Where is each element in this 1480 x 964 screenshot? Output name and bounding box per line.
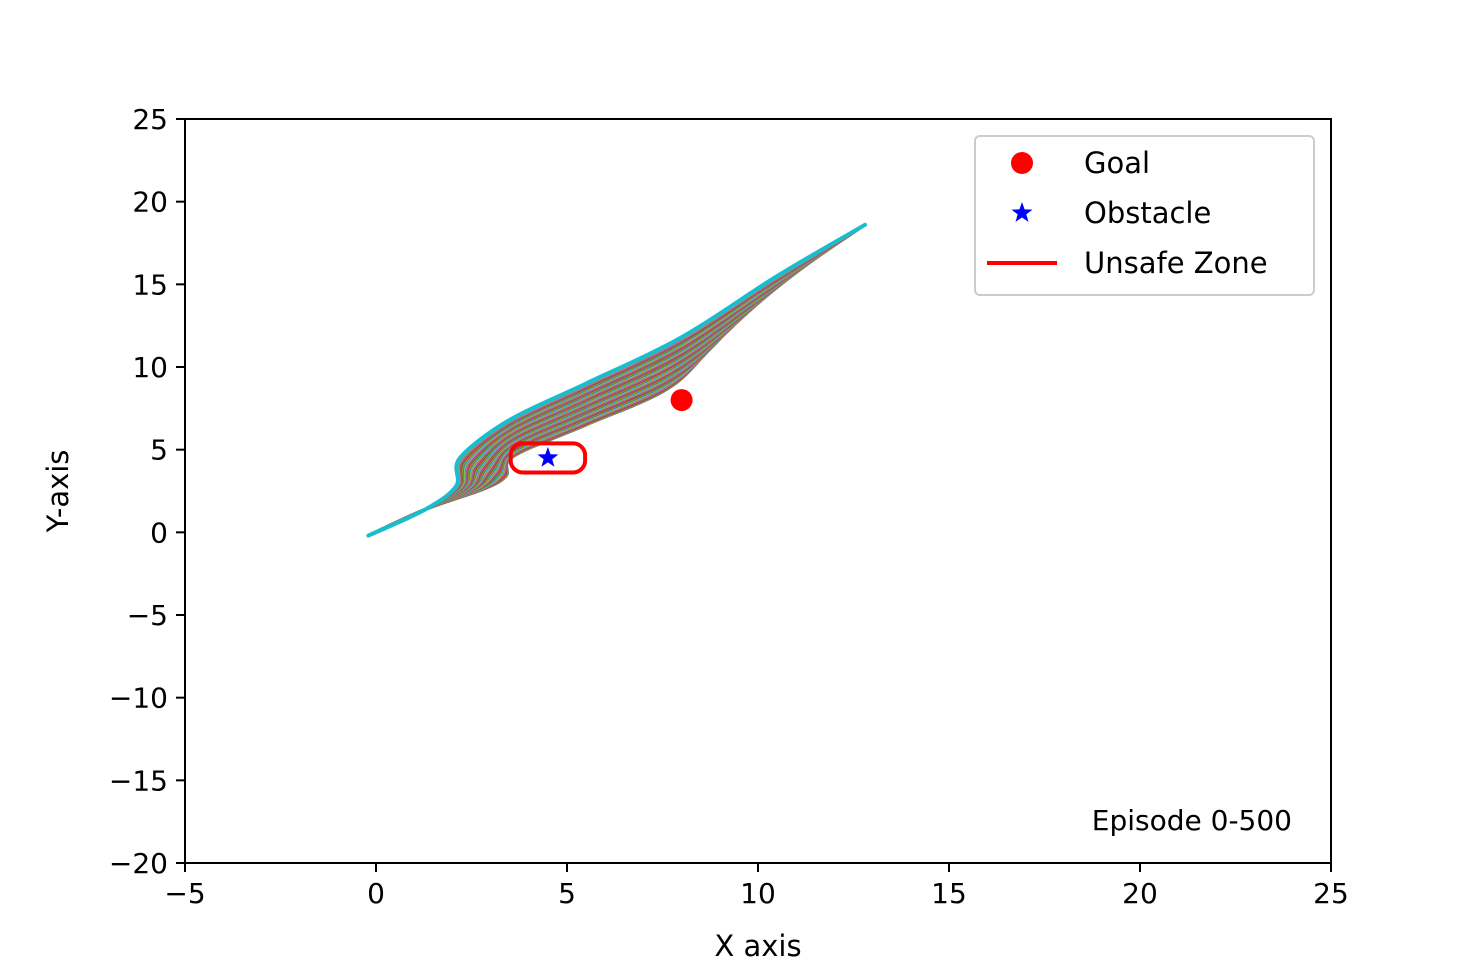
y-tick-label: 0 (150, 516, 168, 549)
legend-box (974, 135, 1315, 296)
goal-marker (670, 389, 693, 412)
y-tick-label: 5 (150, 434, 168, 467)
legend-obstacle-symbol (1011, 202, 1033, 222)
legend: Goal Obstacle Unsafe Zone (974, 135, 1315, 296)
y-tick-label: 25 (132, 103, 168, 136)
x-axis-label: X axis (714, 929, 801, 963)
marker-layer (537, 389, 693, 467)
y-tick-label: −15 (109, 764, 168, 797)
y-axis-label: Y-axis (41, 450, 75, 534)
y-tick-label: −20 (109, 847, 168, 880)
y-tick-label: −10 (109, 682, 168, 715)
episode-annotation: Episode 0-500 (1092, 804, 1292, 837)
trajectory-lines (366, 222, 867, 538)
x-tick-label: 10 (740, 877, 776, 910)
x-tick-label: −5 (164, 877, 205, 910)
x-tick-label: 5 (558, 877, 576, 910)
x-tick-label: 20 (1122, 877, 1158, 910)
legend-label: Obstacle (1084, 196, 1211, 230)
y-tick-label: 20 (132, 186, 168, 219)
legend-label: Unsafe Zone (1084, 246, 1268, 280)
y-axis-ticks: −20 −15 −10 −5 0 5 10 15 20 25 (109, 103, 185, 880)
y-tick-label: −5 (127, 599, 168, 632)
legend-goal-symbol (1011, 152, 1033, 174)
legend-label: Goal (1084, 146, 1150, 180)
x-tick-label: 0 (367, 877, 385, 910)
x-tick-label: 15 (931, 877, 967, 910)
unsafe-zone-layer (508, 441, 588, 475)
trajectory-line (366, 222, 867, 538)
y-tick-label: 10 (132, 351, 168, 384)
x-axis-ticks: −5 0 5 10 15 20 25 (164, 863, 1349, 910)
unsafe-zone (508, 441, 588, 475)
y-tick-label: 15 (132, 268, 168, 301)
x-tick-label: 25 (1313, 877, 1349, 910)
obstacle-marker (537, 446, 559, 467)
